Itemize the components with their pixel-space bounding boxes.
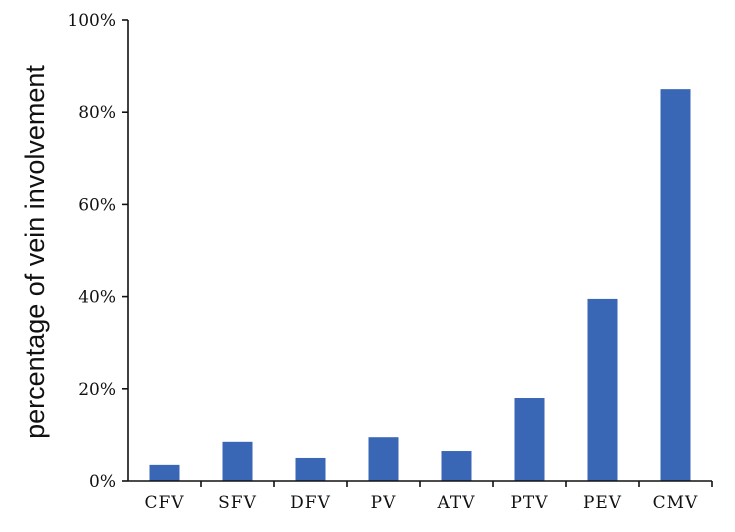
bar-sfv (222, 441, 253, 481)
x-tick-label: PV (371, 493, 397, 513)
bar-pv (368, 437, 399, 481)
y-ticks-group: 0% 20% 40% 60% 80% 100% (67, 11, 128, 492)
bar-pev (587, 298, 618, 481)
x-ticks-group: CFV SFV DFV PV ATV PTV PEV CMV (144, 481, 713, 513)
x-tick-label: CFV (144, 493, 184, 513)
x-tick-label: DFV (290, 493, 331, 513)
y-tick-label: 60% (78, 195, 116, 215)
bar-cfv (149, 464, 180, 481)
bar-atv (441, 451, 472, 481)
bar-cmv (660, 89, 691, 482)
x-tick-label: PEV (583, 493, 622, 513)
x-tick-label: ATV (437, 493, 476, 513)
bars-group (149, 89, 691, 482)
bar-dfv (295, 457, 326, 481)
y-tick-label: 40% (78, 288, 116, 308)
bar-ptv (514, 398, 545, 481)
x-tick-label: PTV (510, 493, 548, 513)
y-axis-label: percentage of vein involvement (20, 65, 50, 439)
y-tick-label: 100% (67, 11, 116, 31)
x-tick-label: CMV (653, 493, 699, 513)
y-tick-label: 0% (89, 472, 116, 492)
y-tick-label: 80% (78, 103, 116, 123)
x-tick-label: SFV (218, 493, 257, 513)
y-tick-label: 20% (78, 380, 116, 400)
